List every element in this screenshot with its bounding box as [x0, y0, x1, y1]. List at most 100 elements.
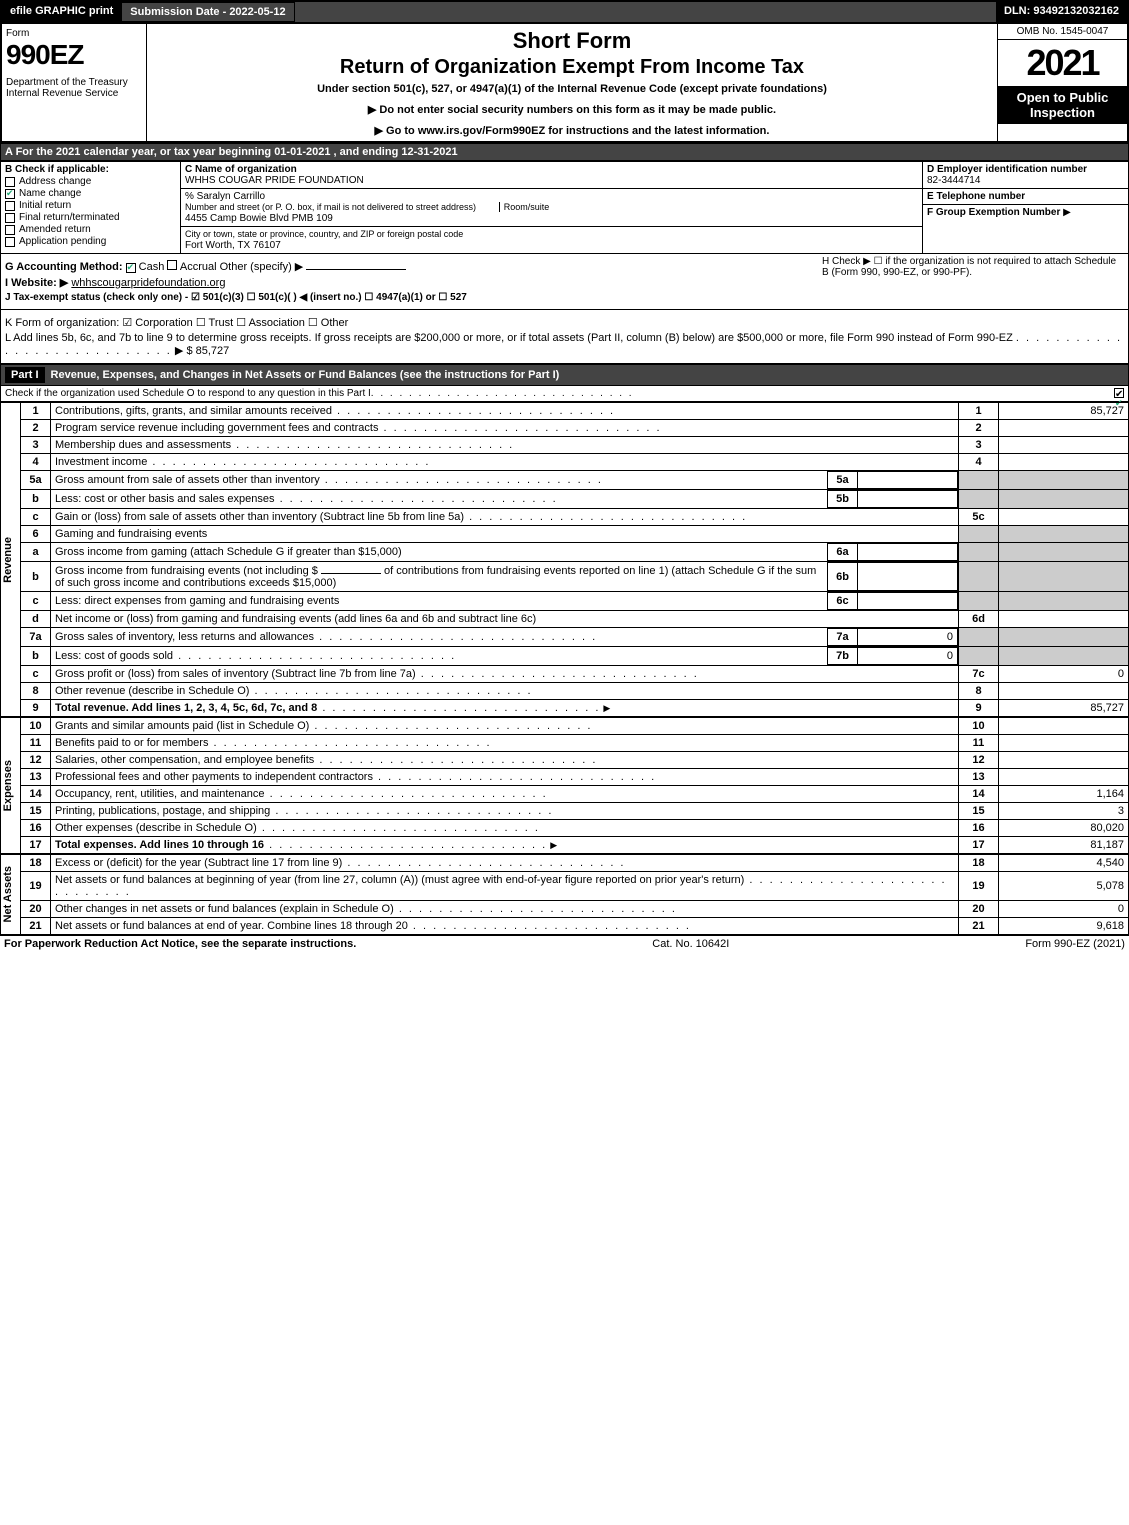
l7b-desc: Less: cost of goods sold — [55, 650, 173, 662]
l6-boxg — [959, 526, 999, 543]
lbl-amended-return: Amended return — [19, 224, 91, 235]
l1-val: 85,727 — [999, 403, 1129, 420]
cb-initial-return[interactable] — [5, 201, 15, 211]
title-return: Return of Organization Exempt From Incom… — [155, 56, 989, 79]
l10-desc: Grants and similar amounts paid (list in… — [55, 720, 309, 732]
section-h: H Check ▶ ☐ if the organization is not r… — [822, 256, 1122, 278]
l6b-desc1: Gross income from fundraising events (no… — [55, 565, 318, 577]
cb-name-change[interactable] — [5, 189, 15, 199]
l6b-ibox: 6b — [828, 563, 858, 591]
lbl-application-pending: Application pending — [19, 236, 106, 247]
l6a-boxg — [959, 543, 999, 562]
l13-box: 13 — [959, 769, 999, 786]
dept-label: Department of the Treasury Internal Reve… — [6, 77, 142, 99]
l10-val — [999, 718, 1129, 735]
page-footer: For Paperwork Reduction Act Notice, see … — [0, 935, 1129, 952]
lbl-other: Other (specify) ▶ — [220, 261, 304, 273]
cb-amended-return[interactable] — [5, 225, 15, 235]
l8-box: 8 — [959, 683, 999, 700]
l14-desc: Occupancy, rent, utilities, and maintena… — [55, 788, 265, 800]
l16-desc: Other expenses (describe in Schedule O) — [55, 822, 257, 834]
org-name: WHHS COUGAR PRIDE FOUNDATION — [185, 175, 364, 186]
l6a-ival — [858, 544, 958, 561]
l7a-valg — [999, 628, 1129, 647]
l7c-box: 7c — [959, 666, 999, 683]
cb-application-pending[interactable] — [5, 237, 15, 247]
netassets-side-label: Net Assets — [0, 854, 20, 935]
section-c: C Name of organization WHHS COUGAR PRIDE… — [181, 162, 923, 253]
l7a-ibox: 7a — [828, 629, 858, 646]
l14-val: 1,164 — [999, 786, 1129, 803]
l6c-ibox: 6c — [828, 593, 858, 610]
efile-print-link[interactable]: efile GRAPHIC print — [2, 2, 121, 22]
l19-desc: Net assets or fund balances at beginning… — [55, 874, 744, 886]
l17-desc: Total expenses. Add lines 10 through 16 — [55, 839, 264, 851]
other-specify-line[interactable] — [306, 269, 406, 270]
cb-final-return[interactable] — [5, 213, 15, 223]
l5c-no: c — [21, 509, 51, 526]
l5b-boxg — [959, 490, 999, 509]
l11-val — [999, 735, 1129, 752]
l20-desc: Other changes in net assets or fund bala… — [55, 903, 394, 915]
warning-ssn: ▶ Do not enter social security numbers o… — [155, 103, 989, 116]
l8-no: 8 — [21, 683, 51, 700]
l6c-no: c — [21, 592, 51, 611]
part-1-sub: Check if the organization used Schedule … — [5, 388, 371, 399]
l5c-val — [999, 509, 1129, 526]
l9-val: 85,727 — [999, 700, 1129, 717]
dln-label: DLN: 93492132032162 — [996, 2, 1127, 22]
l19-val: 5,078 — [999, 872, 1129, 901]
l10-no: 10 — [21, 718, 51, 735]
l7a-boxg — [959, 628, 999, 647]
l6a-no: a — [21, 543, 51, 562]
l5c-box: 5c — [959, 509, 999, 526]
footer-mid: Cat. No. 10642I — [652, 938, 729, 950]
l6c-valg — [999, 592, 1129, 611]
d-label: D Employer identification number — [927, 164, 1087, 175]
l5b-valg — [999, 490, 1129, 509]
section-b-header: B Check if applicable: — [5, 164, 176, 175]
section-d-e-f: D Employer identification number 82-3444… — [923, 162, 1128, 253]
l6b-valg — [999, 562, 1129, 592]
l7b-valg — [999, 647, 1129, 666]
l6b-ival — [858, 563, 958, 591]
l12-desc: Salaries, other compensation, and employ… — [55, 754, 314, 766]
l17-val: 81,187 — [999, 837, 1129, 854]
l13-no: 13 — [21, 769, 51, 786]
c-name-label: C Name of organization — [185, 164, 297, 175]
i-label: I Website: ▶ — [5, 277, 68, 289]
open-inspection: Open to Public Inspection — [998, 86, 1127, 124]
l7b-boxg — [959, 647, 999, 666]
l21-box: 21 — [959, 918, 999, 935]
l2-box: 2 — [959, 420, 999, 437]
part-1-header: Part I Revenue, Expenses, and Changes in… — [0, 364, 1129, 386]
l6-no: 6 — [21, 526, 51, 543]
l7a-ival: 0 — [858, 629, 958, 646]
l13-val — [999, 769, 1129, 786]
l18-box: 18 — [959, 855, 999, 872]
cb-schedule-o[interactable]: ✔ — [1114, 388, 1124, 398]
l7a-desc: Gross sales of inventory, less returns a… — [55, 631, 314, 643]
addr-label: Number and street (or P. O. box, if mail… — [185, 202, 476, 212]
l6b-no: b — [21, 562, 51, 592]
l6c-ival — [858, 593, 958, 610]
cb-accrual[interactable] — [167, 260, 177, 270]
lbl-final-return: Final return/terminated — [19, 212, 120, 223]
website-value[interactable]: whhscougarpridefoundation.org — [71, 277, 225, 289]
cb-cash[interactable] — [126, 263, 136, 273]
revenue-table: 1Contributions, gifts, grants, and simil… — [20, 402, 1129, 717]
l6d-desc: Net income or (loss) from gaming and fun… — [55, 613, 536, 625]
l6b-amount-line[interactable] — [321, 573, 381, 574]
e-label: E Telephone number — [927, 191, 1025, 202]
l12-box: 12 — [959, 752, 999, 769]
l15-desc: Printing, publications, postage, and shi… — [55, 805, 270, 817]
l6a-desc: Gross income from gaming (attach Schedul… — [55, 546, 402, 558]
l12-val — [999, 752, 1129, 769]
title-short-form: Short Form — [155, 28, 989, 54]
goto-link[interactable]: ▶ Go to www.irs.gov/Form990EZ for instru… — [155, 124, 989, 137]
l5a-ival — [858, 472, 958, 489]
l4-box: 4 — [959, 454, 999, 471]
section-b: B Check if applicable: Address change Na… — [1, 162, 181, 253]
l21-val: 9,618 — [999, 918, 1129, 935]
cb-address-change[interactable] — [5, 177, 15, 187]
